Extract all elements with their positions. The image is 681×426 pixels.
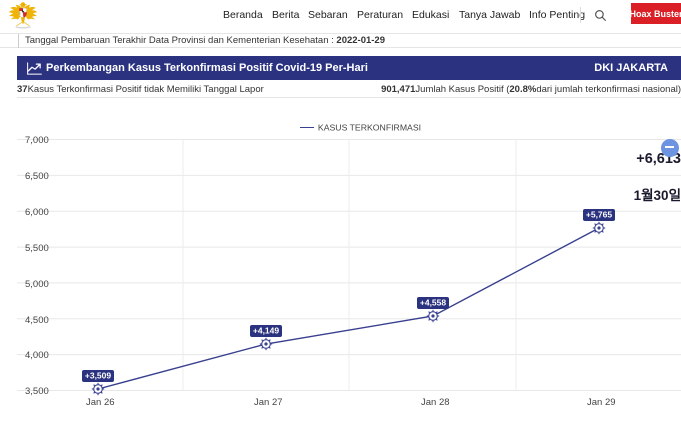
svg-text:6,500: 6,500 [25, 171, 49, 182]
svg-text:+4,149: +4,149 [253, 326, 280, 336]
svg-text:Jan 27: Jan 27 [254, 397, 283, 408]
svg-text:4,500: 4,500 [25, 315, 49, 326]
svg-text:Jan 26: Jan 26 [86, 397, 115, 408]
svg-text:+4,558: +4,558 [420, 298, 447, 308]
svg-text:+5,765: +5,765 [586, 210, 613, 220]
svg-text:3,500: 3,500 [25, 386, 49, 397]
svg-text:7,000: 7,000 [25, 136, 49, 146]
svg-text:Jan 29: Jan 29 [587, 397, 616, 408]
svg-text:+3,509: +3,509 [85, 371, 112, 381]
svg-text:5,000: 5,000 [25, 279, 49, 290]
svg-text:5,500: 5,500 [25, 243, 49, 254]
svg-text:Jan 28: Jan 28 [421, 397, 450, 408]
svg-text:6,000: 6,000 [25, 207, 49, 218]
svg-text:4,000: 4,000 [25, 350, 49, 361]
